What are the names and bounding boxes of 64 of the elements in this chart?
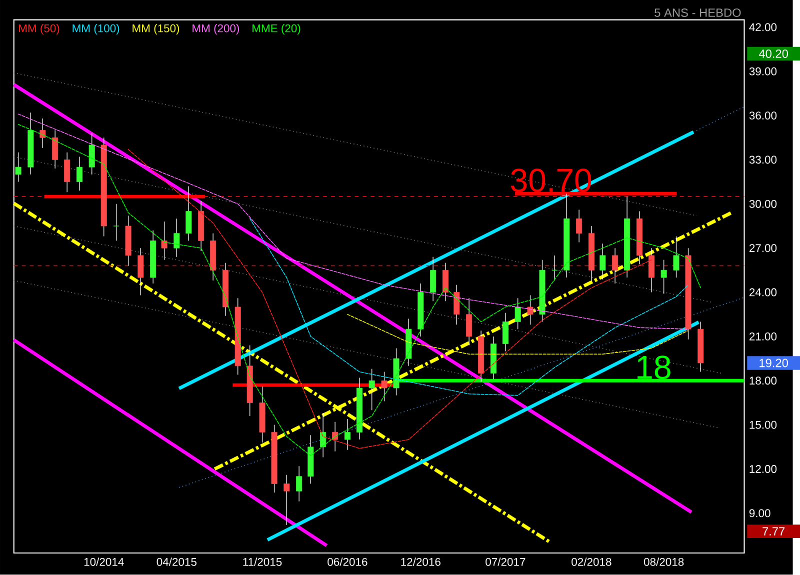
x-tick-label: 10/2014	[84, 558, 124, 566]
candlestick	[52, 130, 58, 169]
annotation: 18	[638, 356, 670, 380]
candlestick	[368, 368, 375, 411]
candlestick	[442, 262, 448, 302]
y-tick-label: 36.00	[749, 112, 777, 120]
y-tick-label: 42.00	[749, 23, 777, 32]
candlestick	[88, 132, 95, 175]
candlestick	[600, 243, 606, 280]
candlestick	[576, 210, 582, 243]
y-tick-label: 39.00	[749, 68, 777, 76]
candlestick	[466, 298, 472, 346]
candlestick	[344, 418, 350, 450]
candlestick	[514, 298, 521, 330]
candlestick	[138, 248, 144, 296]
candlestick	[502, 312, 508, 352]
candlestick	[174, 218, 180, 258]
candlestick	[186, 186, 192, 242]
candlestick	[612, 248, 618, 284]
candlestick	[430, 256, 436, 302]
candlestick	[113, 204, 120, 242]
candlestick	[284, 474, 290, 526]
candlestick	[320, 412, 326, 458]
x-tick-label: 04/2015	[156, 558, 196, 566]
x-tick-label: 07/2017	[486, 558, 526, 566]
x-tick-label: 12/2016	[401, 558, 440, 566]
y-tick-label: 24.00	[749, 288, 777, 296]
y2-tick-label: 7.77	[762, 527, 785, 536]
y-tick-label: 27.00	[749, 244, 777, 252]
line-series	[18, 114, 689, 330]
y2-tick-label: 40.20	[758, 50, 788, 58]
candlestick	[296, 466, 302, 502]
x-tick-label: 08/2018	[644, 558, 684, 566]
candlestick	[76, 156, 82, 192]
text: MM (200)	[192, 24, 240, 35]
candlestick	[527, 295, 534, 326]
candlestick	[332, 422, 338, 452]
y-tick-label: 9.00	[749, 509, 770, 518]
y-tick-label: 33.00	[749, 156, 777, 164]
y-tick-label: 18.00	[750, 376, 777, 385]
candlestick	[552, 255, 558, 281]
candlestick	[381, 372, 388, 402]
y-tick-label: 12.00	[750, 465, 777, 474]
text: MME (20)	[252, 24, 300, 35]
y-tick-label: 21.00	[749, 332, 777, 341]
candlestick	[648, 248, 654, 293]
candlestick	[454, 284, 460, 326]
candlestick	[673, 236, 680, 278]
candlestick	[660, 260, 667, 294]
candlestick	[64, 152, 70, 193]
y2-tick-label: 19.20	[760, 358, 788, 368]
y-tick-label: 30.00	[749, 200, 777, 208]
x-tick-label: 02/2018	[572, 558, 612, 566]
candlestick	[40, 118, 46, 148]
text: MM (100)	[72, 24, 120, 35]
x-tick-label: 11/2015	[243, 558, 282, 566]
y-tick-label: 15.00	[750, 420, 777, 429]
line-series	[18, 124, 702, 456]
text: MM (50)	[19, 24, 60, 35]
x-tick-label: 06/2016	[328, 558, 368, 566]
text: MM (150)	[132, 24, 180, 35]
candlestick	[161, 221, 168, 260]
annotation: 30.70	[510, 168, 592, 192]
chart-subtitle: 5 ANS - HEBDO	[654, 8, 741, 18]
